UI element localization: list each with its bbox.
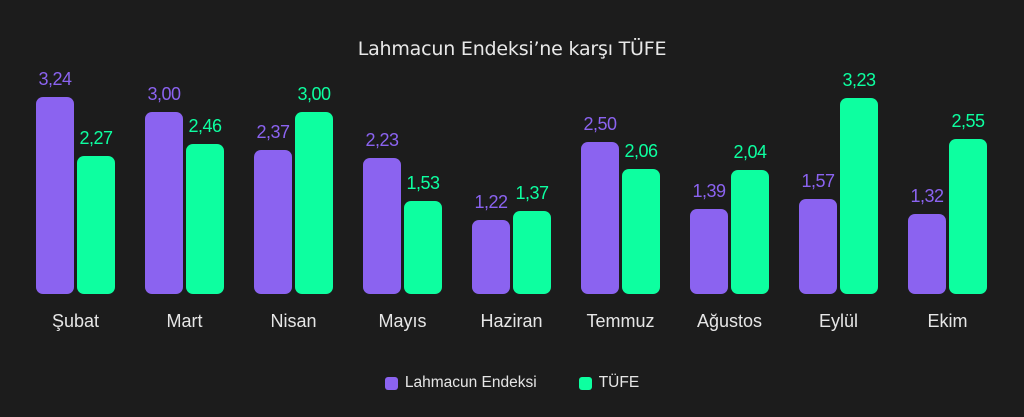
category-label: Haziran [480,311,543,331]
legend: Lahmacun Endeksi TÜFE [0,374,1024,392]
bar-lahmacun[interactable] [254,149,292,294]
value-label: 1,32 [910,185,944,206]
value-label: 2,46 [188,116,222,137]
legend-item-tufe[interactable]: TÜFE [578,374,640,392]
value-label: 3,24 [38,69,72,89]
bar-lahmacun[interactable] [581,142,619,294]
bar-tufe[interactable] [186,144,224,294]
value-label: 2,23 [365,130,399,151]
bar-lahmacun[interactable] [36,97,74,294]
category-label: Ekim [927,311,968,331]
category-label: Mayıs [378,311,427,331]
bar-tufe[interactable] [949,138,987,294]
value-label: 2,37 [256,121,290,142]
bar-lahmacun[interactable] [145,111,183,294]
value-label: 1,39 [692,181,726,202]
value-label: 2,06 [624,140,658,161]
bar-lahmacun[interactable] [799,198,837,294]
legend-item-lahmacun[interactable]: Lahmacun Endeksi [384,374,537,392]
value-label: 1,53 [406,172,440,193]
chart-title: Lahmacun Endeksi’ne karşı TÜFE [357,38,667,60]
category-label: Temmuz [586,311,655,331]
bar-tufe[interactable] [404,200,442,294]
value-label: 3,00 [147,83,181,104]
bar-tufe[interactable] [513,210,551,294]
bar-tufe[interactable] [295,111,333,294]
value-label: 2,55 [951,110,985,131]
value-label: 1,37 [515,182,549,203]
category-label: Mart [166,311,203,331]
value-label: 3,00 [297,83,331,104]
legend-label: TÜFE [598,374,640,391]
bar-lahmacun[interactable] [472,219,510,294]
bar-tufe[interactable] [731,169,769,294]
plot-area: 3,24 2,27 3,00 2,46 2,37 3,00 2,23 1,53 1,22 1,37… [36,69,987,294]
legend-swatch-purple [384,376,398,390]
bar-tufe[interactable] [622,168,660,294]
category-label: Nisan [270,311,317,331]
value-label: 2,27 [79,127,113,148]
category-label: Şubat [51,311,100,331]
bar-lahmacun[interactable] [690,209,728,294]
value-label: 2,04 [733,141,767,162]
legend-label: Lahmacun Endeksi [404,374,537,391]
value-label: 1,22 [474,191,508,212]
bar-lahmacun[interactable] [363,158,401,294]
bar-tufe[interactable] [77,155,115,294]
bar-tufe[interactable] [840,97,878,294]
value-label: 2,50 [583,114,617,134]
category-label: Eylül [818,311,858,331]
value-label: 1,57 [801,170,835,191]
legend-swatch-green [578,376,592,390]
value-label: 3,23 [842,69,876,90]
bar-lahmacun[interactable] [908,213,946,294]
category-label: Ağustos [696,311,763,331]
